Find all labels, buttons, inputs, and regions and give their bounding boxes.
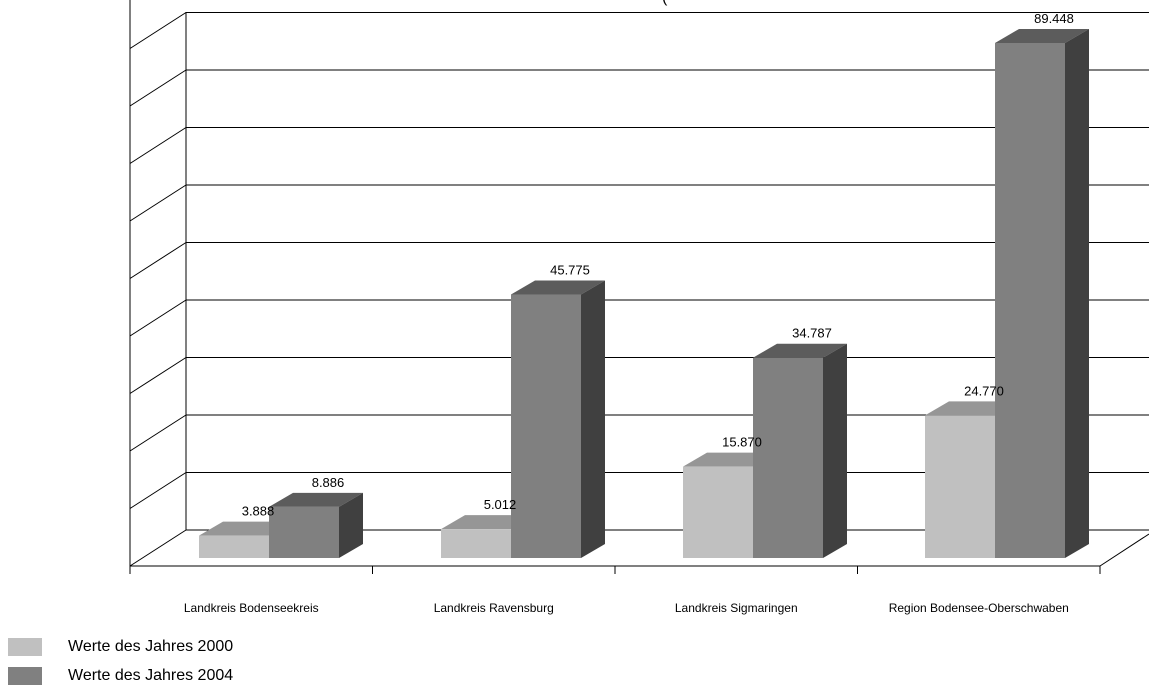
bar-side-face bbox=[823, 343, 847, 558]
data-label: 15.870 bbox=[722, 435, 762, 450]
legend-label-2000: Werte des Jahres 2000 bbox=[68, 637, 234, 655]
legend-swatch-2004 bbox=[8, 666, 42, 685]
side-gridline bbox=[129, 12, 187, 49]
side-gridline bbox=[129, 127, 187, 164]
legend-label-2004: Werte des Jahres 2004 bbox=[68, 666, 234, 684]
bar-side-face bbox=[1065, 29, 1089, 558]
bar-top-face bbox=[753, 343, 847, 358]
side-gridline bbox=[129, 242, 187, 279]
chart-x-axis: Landkreis Bodenseekreis Landkreis Ravensb… bbox=[129, 0, 1101, 615]
data-label: 89.448 bbox=[1034, 11, 1074, 26]
data-label: 8.886 bbox=[312, 475, 345, 490]
bar-top-face bbox=[511, 280, 605, 295]
bar-top-face bbox=[269, 492, 363, 507]
bar-side-face bbox=[339, 492, 363, 558]
bar bbox=[995, 43, 1065, 558]
side-gridline bbox=[129, 357, 187, 394]
bar bbox=[753, 357, 823, 558]
chart: 3.888 8.886 5.012 45.775 15.870 34.787 24.770 8… bbox=[129, 0, 1149, 615]
legend: Werte des Jahres 2000 Werte des Jahres 2… bbox=[8, 632, 233, 690]
x-tick-label: Region Bodensee-Oberschwaben bbox=[889, 601, 1069, 615]
side-gridline bbox=[129, 184, 187, 222]
data-label: 24.770 bbox=[964, 383, 1004, 398]
x-tick-label: Landkreis Ravensburg bbox=[434, 601, 554, 615]
bar bbox=[511, 294, 581, 558]
x-tick-label: Landkreis Sigmaringen bbox=[675, 601, 798, 615]
data-label: 5.012 bbox=[484, 497, 517, 512]
chart-title-fragment: ( bbox=[662, 0, 668, 6]
data-label: 45.775 bbox=[550, 262, 590, 277]
side-gridline bbox=[129, 69, 187, 107]
bar bbox=[925, 415, 995, 558]
chart-gridlines bbox=[129, 12, 1149, 509]
floor-left-edge bbox=[129, 529, 187, 567]
x-tick-label: Landkreis Bodenseekreis bbox=[184, 601, 319, 615]
legend-item-2000: Werte des Jahres 2000 bbox=[8, 632, 233, 661]
legend-item-2004: Werte des Jahres 2004 bbox=[8, 661, 233, 690]
floor-right-edge bbox=[1099, 533, 1149, 567]
bar bbox=[683, 466, 753, 558]
side-gridline bbox=[129, 299, 187, 337]
bar bbox=[269, 506, 339, 558]
bar bbox=[441, 529, 511, 558]
side-gridline bbox=[129, 472, 187, 509]
bar bbox=[199, 535, 269, 558]
data-label: 3.888 bbox=[242, 504, 275, 519]
legend-swatch-2000 bbox=[8, 637, 42, 656]
bar-top-face bbox=[995, 29, 1089, 43]
side-gridline bbox=[129, 414, 187, 452]
chart-data-labels: 3.888 8.886 5.012 45.775 15.870 34.787 24.770 8… bbox=[242, 11, 1074, 519]
bar-side-face bbox=[581, 280, 605, 558]
data-label: 34.787 bbox=[792, 326, 832, 341]
chart-bars bbox=[199, 29, 1089, 558]
